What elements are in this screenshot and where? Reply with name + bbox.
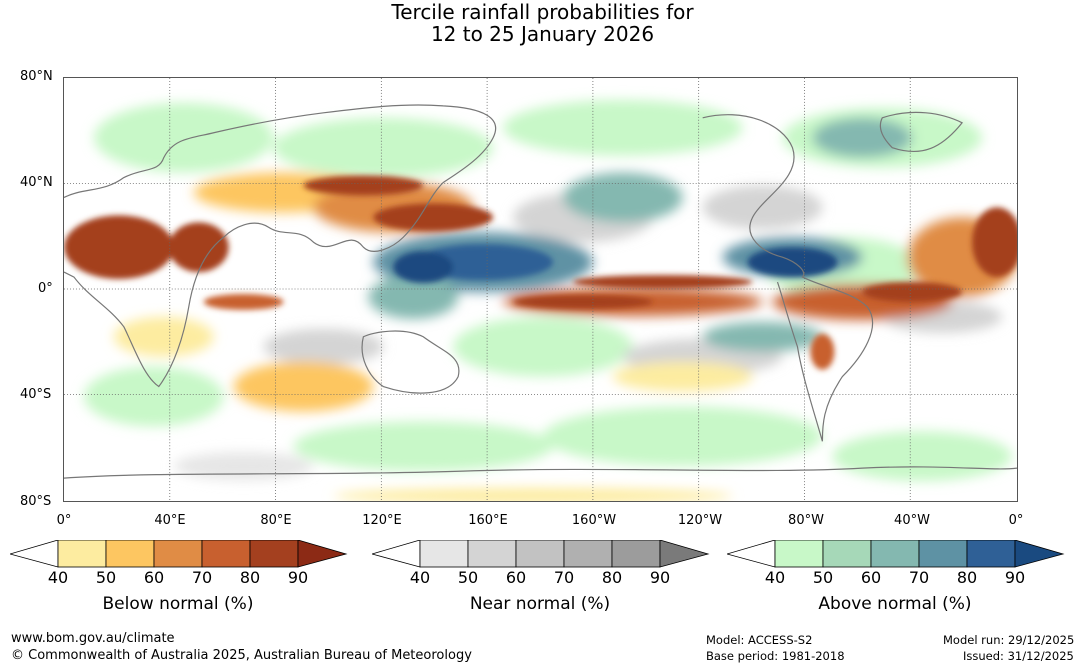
- legend-near-swatch-1: [419, 540, 469, 568]
- lon-label-0-right: 0°: [1008, 513, 1024, 528]
- legend-above-tick-50: 50: [812, 568, 834, 587]
- strong-anomalies: [64, 175, 1017, 370]
- footer-base-period: Base period: 1981-2018: [706, 649, 845, 663]
- legend-below-low-arrow: [10, 540, 59, 568]
- world-map: [63, 77, 1018, 502]
- legend-near-low-arrow: [372, 540, 421, 568]
- legend-above-tick-80: 80: [956, 568, 978, 587]
- lon-label-40w: 40°W: [894, 513, 930, 528]
- legend-below-tick-90: 90: [287, 568, 309, 587]
- legend-above-title: Above normal (%): [818, 594, 972, 614]
- legend-near-tick-90: 90: [649, 568, 671, 587]
- legend-above-low-arrow: [727, 540, 776, 568]
- legend-above-swatch-3: [870, 540, 920, 568]
- graticule: [64, 78, 1017, 501]
- lon-label-160e: 160°E: [468, 513, 508, 528]
- legend-near-tick-50: 50: [457, 568, 479, 587]
- footer-copyright: © Commonwealth of Australia 2025, Austra…: [11, 648, 472, 663]
- footer-model: Model: ACCESS-S2: [706, 633, 813, 647]
- title-line-2: 12 to 25 January 2026: [430, 22, 655, 46]
- legend-below-tick-70: 70: [191, 568, 213, 587]
- footer-url: www.bom.gov.au/climate: [11, 631, 175, 646]
- legend-above-normal-bar: [727, 540, 1065, 568]
- legend-below-title: Below normal (%): [102, 594, 254, 614]
- legend-near-tick-60: 60: [505, 568, 527, 587]
- coastlines: [64, 104, 1017, 479]
- legend-above-swatch-4: [918, 540, 968, 568]
- lon-label-120e: 120°E: [362, 513, 402, 528]
- legend-near-swatch-5: [611, 540, 661, 568]
- legend-below-high-arrow: [297, 540, 348, 568]
- lon-label-80e: 80°E: [260, 513, 292, 528]
- legend-below-normal-bar: [10, 540, 348, 568]
- legend-near-tick-40: 40: [409, 568, 431, 587]
- lon-label-80w: 80°W: [788, 513, 824, 528]
- lat-label-40n: 40°N: [20, 175, 53, 190]
- legend-above-swatch-2: [822, 540, 872, 568]
- legend-above-swatch-1: [774, 540, 824, 568]
- legend-above-high-arrow: [1014, 540, 1065, 568]
- legend-above-tick-40: 40: [764, 568, 786, 587]
- legend-below-tick-50: 50: [95, 568, 117, 587]
- lon-label-0: 0°: [56, 513, 72, 528]
- legend-below-tick-80: 80: [239, 568, 261, 587]
- legend-below-swatch-3: [153, 540, 203, 568]
- legend-near-swatch-3: [515, 540, 565, 568]
- legend-below-swatch-1: [57, 540, 107, 568]
- lat-label-80n: 80°N: [20, 69, 53, 84]
- legend-near-normal-bar: [372, 540, 710, 568]
- title-line-1: Tercile rainfall probabilities for: [391, 0, 694, 24]
- legend-above-tick-90: 90: [1004, 568, 1026, 587]
- legend-above-tick-70: 70: [908, 568, 930, 587]
- lat-label-0: 0°: [38, 281, 53, 296]
- legend-above-tick-60: 60: [860, 568, 882, 587]
- probability-field: [83, 99, 1017, 501]
- legend-below-swatch-2: [105, 540, 155, 568]
- lat-label-40s: 40°S: [20, 387, 52, 402]
- legend-near-title: Near normal (%): [469, 594, 611, 614]
- footer-issued: Issued: 31/12/2025: [963, 649, 1074, 663]
- legend-below-swatch-4: [201, 540, 251, 568]
- legend-below-swatch-5: [249, 540, 299, 568]
- legend-near-swatch-2: [467, 540, 517, 568]
- lon-label-120w: 120°W: [677, 513, 723, 528]
- lon-label-160w: 160°W: [571, 513, 617, 528]
- legend-near-high-arrow: [659, 540, 710, 568]
- legend-above-swatch-5: [966, 540, 1016, 568]
- legend-near-tick-70: 70: [553, 568, 575, 587]
- footer-model-run: Model run: 29/12/2025: [943, 633, 1075, 647]
- legend-near-swatch-4: [563, 540, 613, 568]
- legend-below-tick-40: 40: [47, 568, 69, 587]
- legend-below-tick-60: 60: [143, 568, 165, 587]
- lon-label-40e: 40°E: [154, 513, 186, 528]
- legend-near-tick-80: 80: [601, 568, 623, 587]
- lat-label-80s: 80°S: [20, 494, 52, 509]
